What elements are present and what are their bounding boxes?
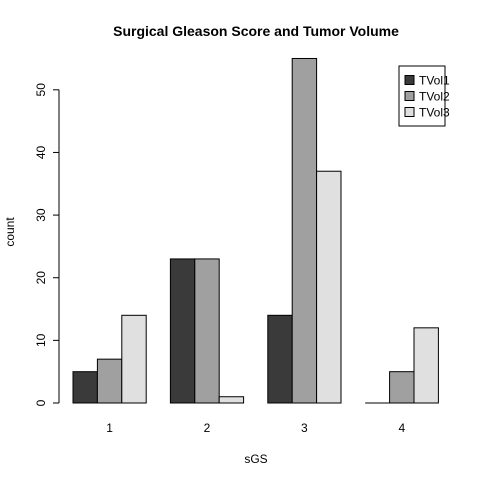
bar-tvol3-1 [121,314,147,404]
x-tick-label: 1 [106,421,113,435]
y-tick-label: 20 [34,271,48,285]
x-tick-label: 4 [398,421,405,435]
y-tick-label: 50 [34,83,48,97]
y-tick-label: 0 [34,399,48,406]
legend-label-tvol1: TVol1 [419,74,450,88]
bars [72,57,439,404]
legend-label-tvol2: TVol2 [419,90,450,104]
legend-swatch-tvol2 [404,91,415,101]
bar-tvol3-2 [218,396,245,404]
bar-tvol1-1 [72,371,98,404]
bar-tvol3-4 [413,327,439,404]
x-axis-label: sGS [244,452,267,466]
bar-tvol1-3 [267,314,293,404]
legend-label-tvol3: TVol3 [419,106,450,120]
bar-tvol1-2 [169,258,196,404]
y-axis: 0 10 20 30 40 50 [34,83,60,406]
bar-tvol2-1 [96,358,123,404]
bar-tvol2-3 [291,57,318,404]
bar-tvol3-3 [316,170,342,404]
legend: TVol1 TVol2 TVol3 [398,65,450,127]
x-tick-label: 2 [204,421,211,435]
chart-title: Surgical Gleason Score and Tumor Volume [113,23,399,39]
y-tick-label: 30 [34,208,48,222]
y-tick-label: 40 [34,145,48,159]
bar-tvol2-4 [389,371,415,404]
y-axis-label: count [3,217,17,247]
legend-swatch-tvol1 [404,75,415,85]
x-tick-label: 3 [301,421,308,435]
x-tick-labels: 1 2 3 4 [106,421,405,435]
y-tick-label: 10 [34,333,48,347]
legend-swatch-tvol3 [404,107,415,117]
bar-tvol2-2 [194,258,220,404]
